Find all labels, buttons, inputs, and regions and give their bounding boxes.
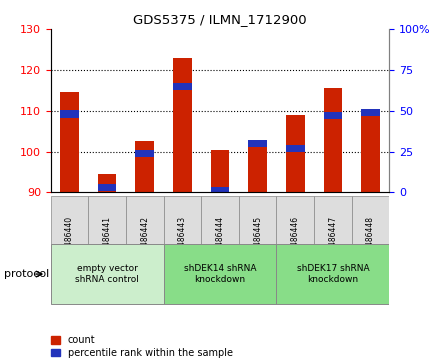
- Bar: [323, 88, 342, 192]
- Text: shDEK17 shRNA
knockdown: shDEK17 shRNA knockdown: [297, 264, 369, 284]
- Bar: [173, 58, 192, 192]
- Text: GSM1486448: GSM1486448: [366, 216, 375, 267]
- Text: GSM1486446: GSM1486446: [291, 216, 300, 267]
- Bar: [239, 196, 276, 287]
- Text: GSM1486445: GSM1486445: [253, 216, 262, 267]
- Bar: [98, 184, 117, 191]
- Legend: count, percentile rank within the sample: count, percentile rank within the sample: [51, 335, 233, 358]
- Bar: [164, 244, 276, 304]
- Title: GDS5375 / ILMN_1712900: GDS5375 / ILMN_1712900: [133, 13, 307, 26]
- Bar: [136, 141, 154, 192]
- Bar: [248, 140, 267, 147]
- Bar: [361, 109, 380, 192]
- Bar: [173, 82, 192, 90]
- Bar: [60, 110, 79, 118]
- Bar: [126, 196, 164, 287]
- Bar: [201, 196, 239, 287]
- Text: shDEK14 shRNA
knockdown: shDEK14 shRNA knockdown: [184, 264, 256, 284]
- Bar: [248, 143, 267, 192]
- Bar: [211, 150, 229, 192]
- Bar: [98, 174, 117, 192]
- Text: GSM1486440: GSM1486440: [65, 216, 74, 267]
- Bar: [51, 196, 88, 287]
- Text: GSM1486447: GSM1486447: [328, 216, 337, 267]
- Text: protocol: protocol: [4, 269, 50, 279]
- Bar: [88, 196, 126, 287]
- Bar: [51, 244, 164, 304]
- Bar: [286, 115, 305, 192]
- Bar: [60, 92, 79, 192]
- Bar: [286, 144, 305, 152]
- Bar: [323, 112, 342, 119]
- Bar: [136, 150, 154, 157]
- Text: GSM1486441: GSM1486441: [103, 216, 112, 267]
- Bar: [276, 244, 389, 304]
- Bar: [211, 187, 229, 195]
- Bar: [164, 196, 201, 287]
- Text: empty vector
shRNA control: empty vector shRNA control: [75, 264, 139, 284]
- Bar: [361, 109, 380, 116]
- Text: GSM1486444: GSM1486444: [216, 216, 224, 267]
- Bar: [352, 196, 389, 287]
- Text: GSM1486442: GSM1486442: [140, 216, 149, 267]
- Text: GSM1486443: GSM1486443: [178, 216, 187, 267]
- Bar: [314, 196, 352, 287]
- Bar: [276, 196, 314, 287]
